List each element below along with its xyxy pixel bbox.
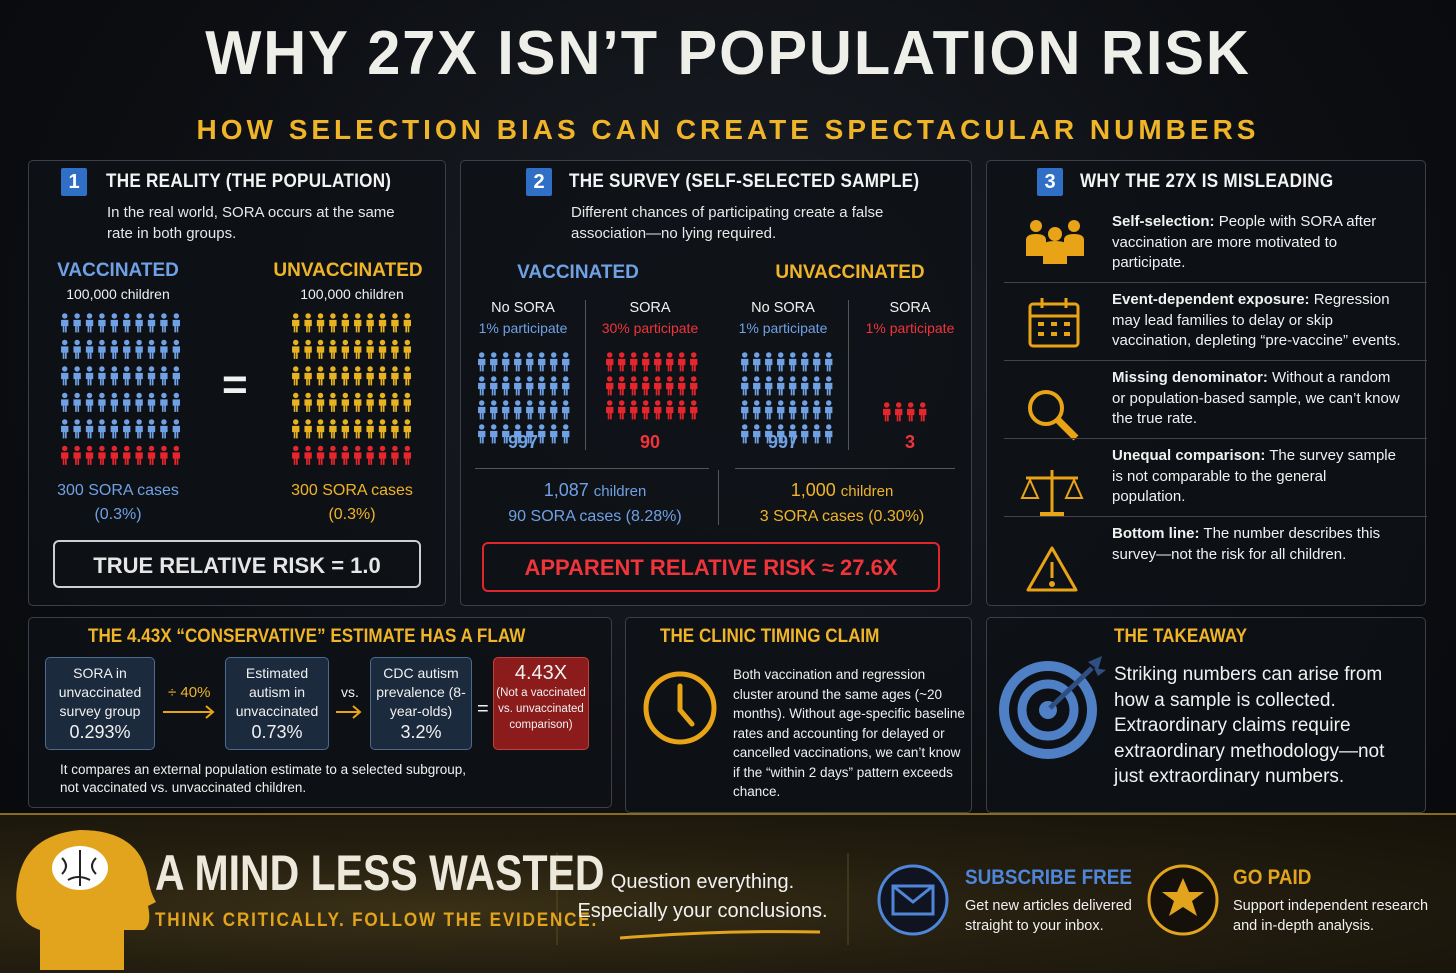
subgroup-rate: 1% participate bbox=[738, 320, 828, 336]
box-value: 0.73% bbox=[251, 722, 303, 742]
operator: ÷ 40% bbox=[168, 684, 211, 701]
panel-title: WHY THE 27X IS MISLEADING bbox=[1080, 171, 1334, 192]
subgroup-label: SORA bbox=[889, 300, 931, 316]
panel-title: THE 4.43X “CONSERVATIVE” ESTIMATE HAS A … bbox=[88, 626, 526, 647]
panel-title: THE CLINIC TIMING CLAIM bbox=[660, 626, 880, 647]
divider bbox=[848, 300, 849, 450]
reason: Event-dependent exposure: Regression may… bbox=[1112, 290, 1402, 352]
group-cases: 90 SORA cases (8.28%) bbox=[508, 508, 682, 525]
subscribe-text: Get new articles delivered straight to y… bbox=[965, 898, 1132, 934]
group-count: 100,000 children bbox=[300, 286, 404, 302]
group-label: VACCINATED bbox=[57, 260, 179, 281]
group-rate: (0.3%) bbox=[328, 506, 376, 523]
operator: = bbox=[477, 698, 489, 720]
total: 1,087 bbox=[543, 480, 589, 500]
equals: = bbox=[222, 360, 248, 409]
divider bbox=[1004, 282, 1427, 283]
tagline: THINK CRITICALLY. FOLLOW THE EVIDENCE. bbox=[155, 910, 599, 931]
reason-text: Without a random or population-based sam… bbox=[1112, 369, 1400, 427]
reason: Unequal comparison: The survey sample is… bbox=[1112, 446, 1402, 508]
subgroup-rate: 30% participate bbox=[601, 320, 699, 336]
divider bbox=[585, 300, 586, 450]
panel-reality bbox=[28, 160, 446, 606]
subgroup-rate: 1% participate bbox=[865, 320, 955, 336]
subgroup-label: No SORA bbox=[751, 300, 815, 316]
quote-line: Question everything. bbox=[610, 871, 795, 893]
reason-text: People with SORA after vaccination are m… bbox=[1112, 213, 1377, 271]
subgroup-count: 997 bbox=[767, 432, 799, 452]
reason-term: Missing denominator: bbox=[1112, 369, 1268, 386]
result-step-box: 4.43X (Not a vaccinated vs. unvaccinated … bbox=[493, 657, 589, 750]
box-label: SORA in unvaccinated survey group bbox=[58, 665, 142, 719]
reason-term: Event-dependent exposure: bbox=[1112, 291, 1310, 308]
reason: Missing denominator: Without a random or… bbox=[1112, 368, 1402, 430]
box-value: 4.43X bbox=[514, 662, 568, 684]
brand: A MIND LESS WASTED bbox=[155, 845, 605, 901]
subgroup-label: No SORA bbox=[491, 300, 555, 316]
divider bbox=[718, 470, 719, 525]
title: WHY 27X ISN’T POPULATION RISK bbox=[205, 19, 1251, 88]
reason-term: Unequal comparison: bbox=[1112, 447, 1266, 464]
subgroup-count: 3 bbox=[904, 432, 915, 452]
panel-title: THE REALITY (THE POPULATION) bbox=[106, 171, 392, 192]
step-box: SORA in unvaccinated survey group 0.293% bbox=[45, 657, 155, 750]
panel-title: THE TAKEAWAY bbox=[1114, 626, 1248, 647]
unit: children bbox=[593, 483, 647, 500]
group-total: 1,087 children bbox=[480, 480, 710, 501]
group-count: 100,000 children bbox=[66, 286, 170, 302]
panel-text: Striking numbers can arise from how a sa… bbox=[1114, 664, 1385, 787]
reason-text: The survey sample is not comparable to t… bbox=[1112, 447, 1396, 505]
group-total: 1,000 children bbox=[727, 480, 957, 501]
group-cases: 300 SORA cases bbox=[291, 482, 413, 499]
divider bbox=[1004, 360, 1427, 361]
reason: Self-selection: People with SORA after v… bbox=[1112, 212, 1402, 274]
group-label: UNVACCINATED bbox=[775, 262, 925, 283]
panel-title: THE SURVEY (SELF-SELECTED SAMPLE) bbox=[569, 171, 920, 192]
panel-number: 1 bbox=[61, 168, 87, 196]
subgroup-label: SORA bbox=[629, 300, 671, 316]
reason-term: Self-selection: bbox=[1112, 213, 1215, 230]
reason-term: Bottom line: bbox=[1112, 525, 1200, 542]
paid-text: Support independent research and in-dept… bbox=[1233, 898, 1429, 934]
note: It compares an external population estim… bbox=[60, 762, 466, 795]
box-label: Estimated autism in unvaccinated bbox=[235, 665, 319, 719]
total: 1,000 bbox=[790, 480, 836, 500]
subgroup-rate: 1% participate bbox=[478, 320, 568, 336]
box-value: 3.2% bbox=[400, 722, 442, 742]
subtitle: HOW SELECTION BIAS CAN CREATE SPECTACULA… bbox=[196, 114, 1260, 145]
group-rate: (0.3%) bbox=[94, 506, 142, 523]
group-cases: 3 SORA cases (0.30%) bbox=[759, 508, 925, 525]
box-label: CDC autism prevalence (8-year-olds) bbox=[376, 665, 466, 719]
divider bbox=[735, 468, 955, 469]
step-box: CDC autism prevalence (8-year-olds) 3.2% bbox=[370, 657, 472, 750]
step-box: Estimated autism in unvaccinated 0.73% bbox=[225, 657, 329, 750]
panel-number: 3 bbox=[1037, 168, 1063, 196]
result-box: APPARENT RELATIVE RISK ≈ 27.6X bbox=[482, 542, 940, 592]
panel-text: Different chances of participating creat… bbox=[571, 204, 884, 242]
group-cases: 300 SORA cases bbox=[57, 482, 179, 499]
quote-line: Especially your conclusions. bbox=[577, 900, 828, 922]
divider bbox=[475, 468, 709, 469]
panel-number: 2 bbox=[526, 168, 552, 196]
unit: children bbox=[840, 483, 894, 500]
panel-text: Both vaccination and regression cluster … bbox=[733, 667, 965, 799]
result-box: TRUE RELATIVE RISK = 1.0 bbox=[53, 540, 421, 588]
divider bbox=[1004, 438, 1427, 439]
box-label: (Not a vaccinated vs. unvaccinated compa… bbox=[496, 687, 586, 731]
reason-text: Regression may lead families to delay or… bbox=[1112, 291, 1401, 349]
group-label: UNVACCINATED bbox=[273, 260, 423, 281]
reason-text: The number describes this survey—not the… bbox=[1112, 525, 1381, 563]
reason: Bottom line: The number describes this s… bbox=[1112, 524, 1402, 565]
box-value: 0.293% bbox=[69, 722, 131, 742]
subgroup-count: 90 bbox=[639, 432, 661, 452]
operator: vs. bbox=[341, 684, 359, 700]
subscribe-link[interactable]: SUBSCRIBE FREE bbox=[965, 866, 1132, 889]
paid-link[interactable]: GO PAID bbox=[1233, 866, 1312, 889]
panel-text: In the real world, SORA occurs at the sa… bbox=[107, 204, 395, 242]
divider bbox=[1004, 516, 1427, 517]
quote: Question everything. Especially your conc… bbox=[570, 868, 835, 926]
group-label: VACCINATED bbox=[517, 262, 639, 283]
subgroup-count: 997 bbox=[507, 432, 539, 452]
